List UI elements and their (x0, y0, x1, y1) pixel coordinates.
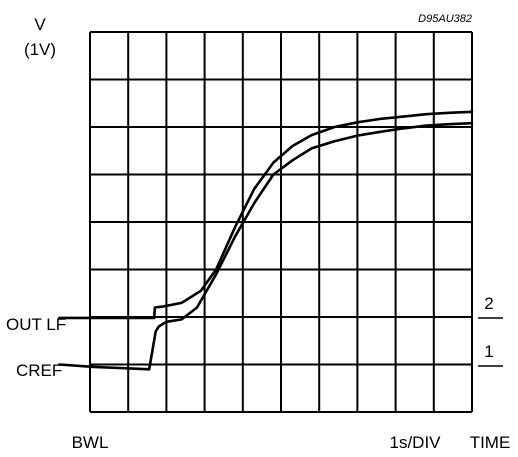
oscilloscope-grid (89, 31, 473, 413)
bwl-label: BWL (72, 433, 109, 452)
series-1-marker: 1 (484, 342, 493, 361)
x-axis-label: TIME (470, 433, 511, 452)
out-lf-label: OUT LF (6, 315, 66, 334)
y-axis-label-scale: (1V) (24, 40, 56, 59)
series-2-marker: 2 (484, 294, 493, 313)
y-axis-label-unit: V (34, 15, 46, 34)
cref-label: CREF (16, 361, 62, 380)
x-scale-label: 1s/DIV (389, 433, 441, 452)
figure-code: D95AU382 (418, 13, 472, 25)
trace-2-out-lf (58, 110, 474, 320)
trace-1-cref (58, 121, 474, 371)
